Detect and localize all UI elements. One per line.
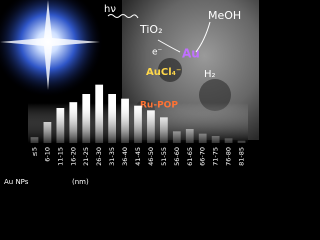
light-rays: [0, 0, 100, 90]
bar: [134, 105, 142, 143]
bar: [211, 136, 220, 143]
pore: [158, 58, 182, 82]
label: H₂: [204, 69, 216, 80]
bar: [56, 108, 65, 143]
bar: [198, 133, 207, 143]
x-tick-label: 46-50: [147, 147, 155, 166]
axis-label: Au NPs: [4, 178, 29, 186]
x-tick-label: 71-75: [212, 147, 220, 166]
bar: [121, 98, 129, 143]
photon-wave: [107, 14, 139, 19]
x-tick-label: 81-85: [238, 147, 246, 166]
x-tick-label: 11-15: [56, 147, 64, 166]
arrow: [195, 21, 211, 53]
graphic: hν TiO₂ e⁻ Au MeOH H₂ AuCl₄⁻ Ru-POP Au N…: [0, 0, 259, 186]
label: MeOH: [208, 9, 241, 22]
x-tick-label: 36-40: [121, 147, 129, 166]
x-tick-label: 6-10: [43, 147, 51, 162]
bar: [172, 131, 181, 143]
x-tick-label: 51-55: [160, 147, 168, 166]
x-tick-label: 66-70: [199, 147, 207, 166]
bar: [82, 94, 91, 143]
label: TiO₂: [139, 23, 163, 36]
arrow: [157, 39, 181, 53]
x-tick-label: 41-45: [134, 147, 142, 166]
label: hν: [104, 4, 116, 15]
x-tick-label: ≤5: [30, 147, 38, 157]
label: e⁻: [152, 48, 163, 58]
x-tick-label: 61-65: [186, 147, 194, 166]
bar: [185, 129, 194, 143]
label: Ru-POP: [140, 101, 178, 111]
bar: [147, 110, 155, 143]
x-tick-label: 76-80: [225, 147, 233, 166]
bar: [224, 138, 233, 143]
label: Au: [182, 47, 200, 61]
bar: [160, 117, 168, 143]
bar: [237, 140, 246, 143]
bar: [43, 122, 52, 143]
x-tick-label: 56-60: [173, 147, 181, 166]
axis-unit: (nm): [72, 178, 89, 186]
bar: [30, 137, 39, 143]
x-tick-label: 31-35: [108, 147, 116, 166]
x-tick-label: 21-25: [82, 147, 90, 166]
bar: [95, 84, 104, 143]
x-tick-label: 16-20: [69, 147, 77, 166]
bar: [69, 102, 78, 143]
bar: [108, 94, 116, 143]
x-tick-label: 26-30: [95, 147, 103, 166]
label: AuCl₄⁻: [146, 67, 181, 78]
pore: [199, 79, 231, 111]
